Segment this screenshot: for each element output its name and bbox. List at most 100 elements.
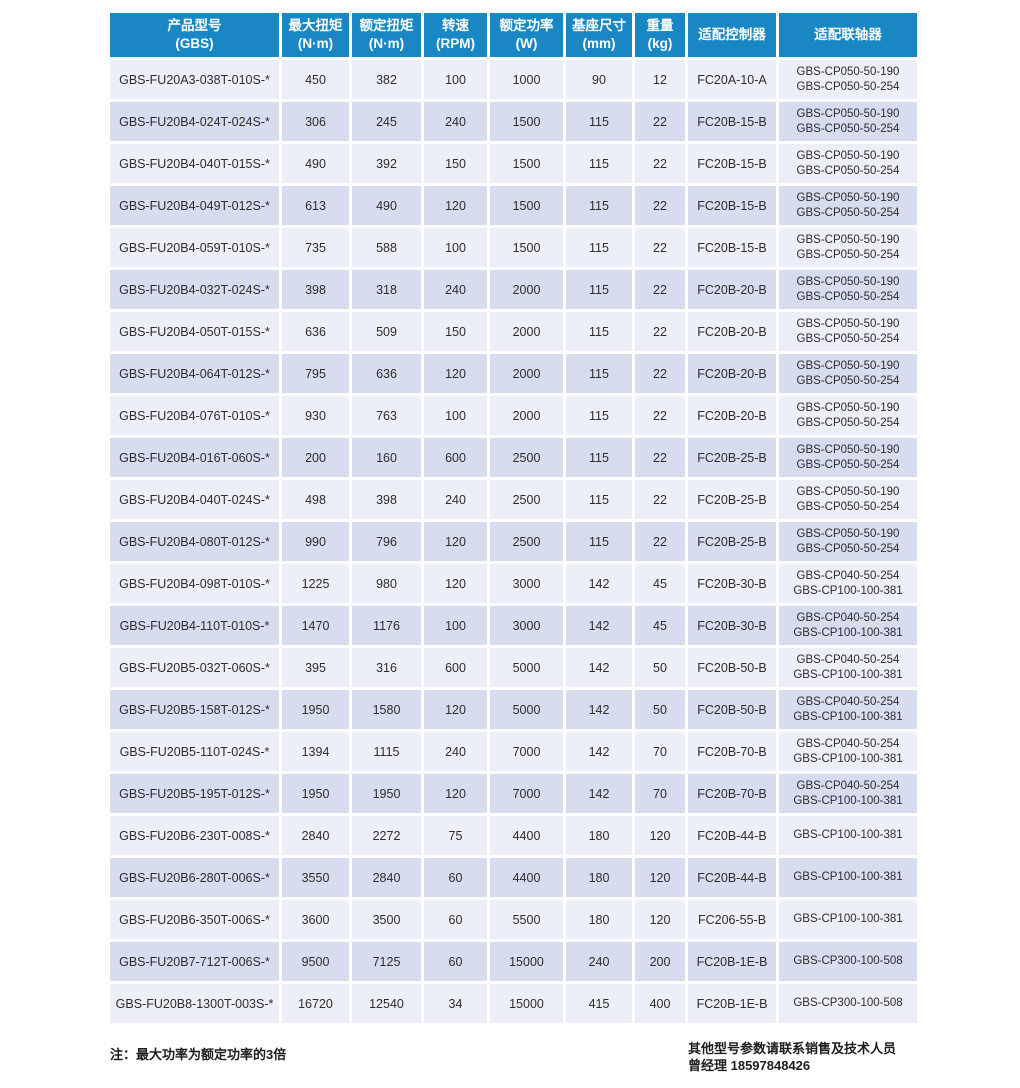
table-row: GBS-FU20A3-038T-010S-* 450 382 100 1000 90 12 F… — [110, 60, 917, 99]
table-row: GBS-FU20B4-040T-024S-* 498 398 240 2500 115 22… — [110, 480, 917, 519]
weight-cell: 45 — [635, 606, 685, 645]
weight-cell: 22 — [635, 480, 685, 519]
column-header-rated-torque: 额定扭矩 (N·m) — [352, 13, 421, 57]
base-size-cell: 142 — [566, 732, 632, 771]
rated-power-cell: 2500 — [490, 522, 563, 561]
coupling-cell: GBS-CP300-100-508 — [779, 942, 917, 981]
speed-cell: 120 — [424, 774, 487, 813]
speed-cell: 120 — [424, 564, 487, 603]
coupling-cell: GBS-CP050-50-190 GBS-CP050-50-254 — [779, 438, 917, 477]
column-header-rated-power: 额定功率 (W) — [490, 13, 563, 57]
rated-power-cell: 2000 — [490, 354, 563, 393]
coupling-cell: GBS-CP100-100-381 — [779, 900, 917, 939]
rated-torque-cell: 392 — [352, 144, 421, 183]
max-torque-cell: 1470 — [282, 606, 349, 645]
rated-torque-cell: 490 — [352, 186, 421, 225]
rated-torque-cell: 12540 — [352, 984, 421, 1023]
column-header-speed: 转速 (RPM) — [424, 13, 487, 57]
table-row: GBS-FU20B4-098T-010S-* 1225 980 120 3000 142 4… — [110, 564, 917, 603]
controller-cell: FC20B-44-B — [688, 816, 776, 855]
speed-cell: 120 — [424, 354, 487, 393]
rated-torque-cell: 2840 — [352, 858, 421, 897]
controller-cell: FC20B-25-B — [688, 438, 776, 477]
coupling-cell: GBS-CP100-100-381 — [779, 816, 917, 855]
rated-power-cell: 2000 — [490, 270, 563, 309]
speed-cell: 100 — [424, 396, 487, 435]
table-row: GBS-FU20B4-024T-024S-* 306 245 240 1500 115 22… — [110, 102, 917, 141]
max-torque-cell: 395 — [282, 648, 349, 687]
speed-cell: 150 — [424, 144, 487, 183]
controller-cell: FC20B-25-B — [688, 522, 776, 561]
controller-cell: FC20B-30-B — [688, 606, 776, 645]
table-row: GBS-FU20B5-032T-060S-* 395 316 600 5000 142 50… — [110, 648, 917, 687]
rated-torque-cell: 588 — [352, 228, 421, 267]
rated-torque-cell: 980 — [352, 564, 421, 603]
max-torque-cell: 16720 — [282, 984, 349, 1023]
max-torque-cell: 613 — [282, 186, 349, 225]
rated-torque-cell: 1115 — [352, 732, 421, 771]
base-size-cell: 180 — [566, 816, 632, 855]
weight-cell: 22 — [635, 144, 685, 183]
base-size-cell: 90 — [566, 60, 632, 99]
speed-cell: 600 — [424, 438, 487, 477]
base-size-cell: 142 — [566, 690, 632, 729]
model-cell: GBS-FU20B4-024T-024S-* — [110, 102, 279, 141]
coupling-cell: GBS-CP040-50-254 GBS-CP100-100-381 — [779, 648, 917, 687]
base-size-cell: 115 — [566, 228, 632, 267]
controller-cell: FC206-55-B — [688, 900, 776, 939]
rated-torque-cell: 1580 — [352, 690, 421, 729]
base-size-cell: 142 — [566, 774, 632, 813]
column-header-model: 产品型号 (GBS) — [110, 13, 279, 57]
rated-power-cell: 2500 — [490, 480, 563, 519]
base-size-cell: 115 — [566, 312, 632, 351]
coupling-cell: GBS-CP040-50-254 GBS-CP100-100-381 — [779, 606, 917, 645]
model-cell: GBS-FU20B4-040T-024S-* — [110, 480, 279, 519]
coupling-cell: GBS-CP050-50-190 GBS-CP050-50-254 — [779, 312, 917, 351]
base-size-cell: 115 — [566, 186, 632, 225]
model-cell: GBS-FU20B6-350T-006S-* — [110, 900, 279, 939]
speed-cell: 60 — [424, 942, 487, 981]
contact-line-1: 其他型号参数请联系销售及技术人员 — [688, 1041, 897, 1056]
coupling-cell: GBS-CP300-100-508 — [779, 984, 917, 1023]
table-row: GBS-FU20B5-195T-012S-* 1950 1950 120 7000 142… — [110, 774, 917, 813]
base-size-cell: 180 — [566, 900, 632, 939]
rated-torque-cell: 763 — [352, 396, 421, 435]
model-cell: GBS-FU20B4-040T-015S-* — [110, 144, 279, 183]
coupling-cell: GBS-CP050-50-190 GBS-CP050-50-254 — [779, 396, 917, 435]
rated-power-cell: 2000 — [490, 312, 563, 351]
max-torque-cell: 1950 — [282, 690, 349, 729]
model-cell: GBS-FU20B4-050T-015S-* — [110, 312, 279, 351]
rated-power-cell: 1500 — [490, 144, 563, 183]
column-header-controller: 适配控制器 — [688, 13, 776, 57]
max-torque-cell: 795 — [282, 354, 349, 393]
rated-power-cell: 3000 — [490, 606, 563, 645]
model-cell: GBS-FU20B4-076T-010S-* — [110, 396, 279, 435]
speed-cell: 240 — [424, 732, 487, 771]
rated-power-cell: 7000 — [490, 774, 563, 813]
model-cell: GBS-FU20B4-059T-010S-* — [110, 228, 279, 267]
rated-power-cell: 1500 — [490, 228, 563, 267]
max-torque-cell: 3550 — [282, 858, 349, 897]
speed-cell: 600 — [424, 648, 487, 687]
base-size-cell: 115 — [566, 396, 632, 435]
controller-cell: FC20B-1E-B — [688, 984, 776, 1023]
table-row: GBS-FU20B4-080T-012S-* 990 796 120 2500 115 22… — [110, 522, 917, 561]
rated-torque-cell: 509 — [352, 312, 421, 351]
column-header-base-size: 基座尺寸 (mm) — [566, 13, 632, 57]
table-row: GBS-FU20B4-110T-010S-* 1470 1176 100 3000 142… — [110, 606, 917, 645]
product-spec-table: 产品型号 (GBS) 最大扭矩 (N·m) 额定扭矩 (N·m) 转速 (RPM) 额定功率 (W… — [107, 10, 920, 1026]
model-cell: GBS-FU20B4-098T-010S-* — [110, 564, 279, 603]
rated-power-cell: 4400 — [490, 858, 563, 897]
max-torque-cell: 636 — [282, 312, 349, 351]
rated-power-cell: 5500 — [490, 900, 563, 939]
speed-cell: 240 — [424, 270, 487, 309]
weight-cell: 22 — [635, 312, 685, 351]
rated-torque-cell: 318 — [352, 270, 421, 309]
coupling-cell: GBS-CP040-50-254 GBS-CP100-100-381 — [779, 732, 917, 771]
speed-cell: 100 — [424, 228, 487, 267]
coupling-cell: GBS-CP050-50-190 GBS-CP050-50-254 — [779, 228, 917, 267]
max-torque-cell: 1225 — [282, 564, 349, 603]
controller-cell: FC20B-70-B — [688, 774, 776, 813]
base-size-cell: 115 — [566, 522, 632, 561]
model-cell: GBS-FU20B7-712T-006S-* — [110, 942, 279, 981]
